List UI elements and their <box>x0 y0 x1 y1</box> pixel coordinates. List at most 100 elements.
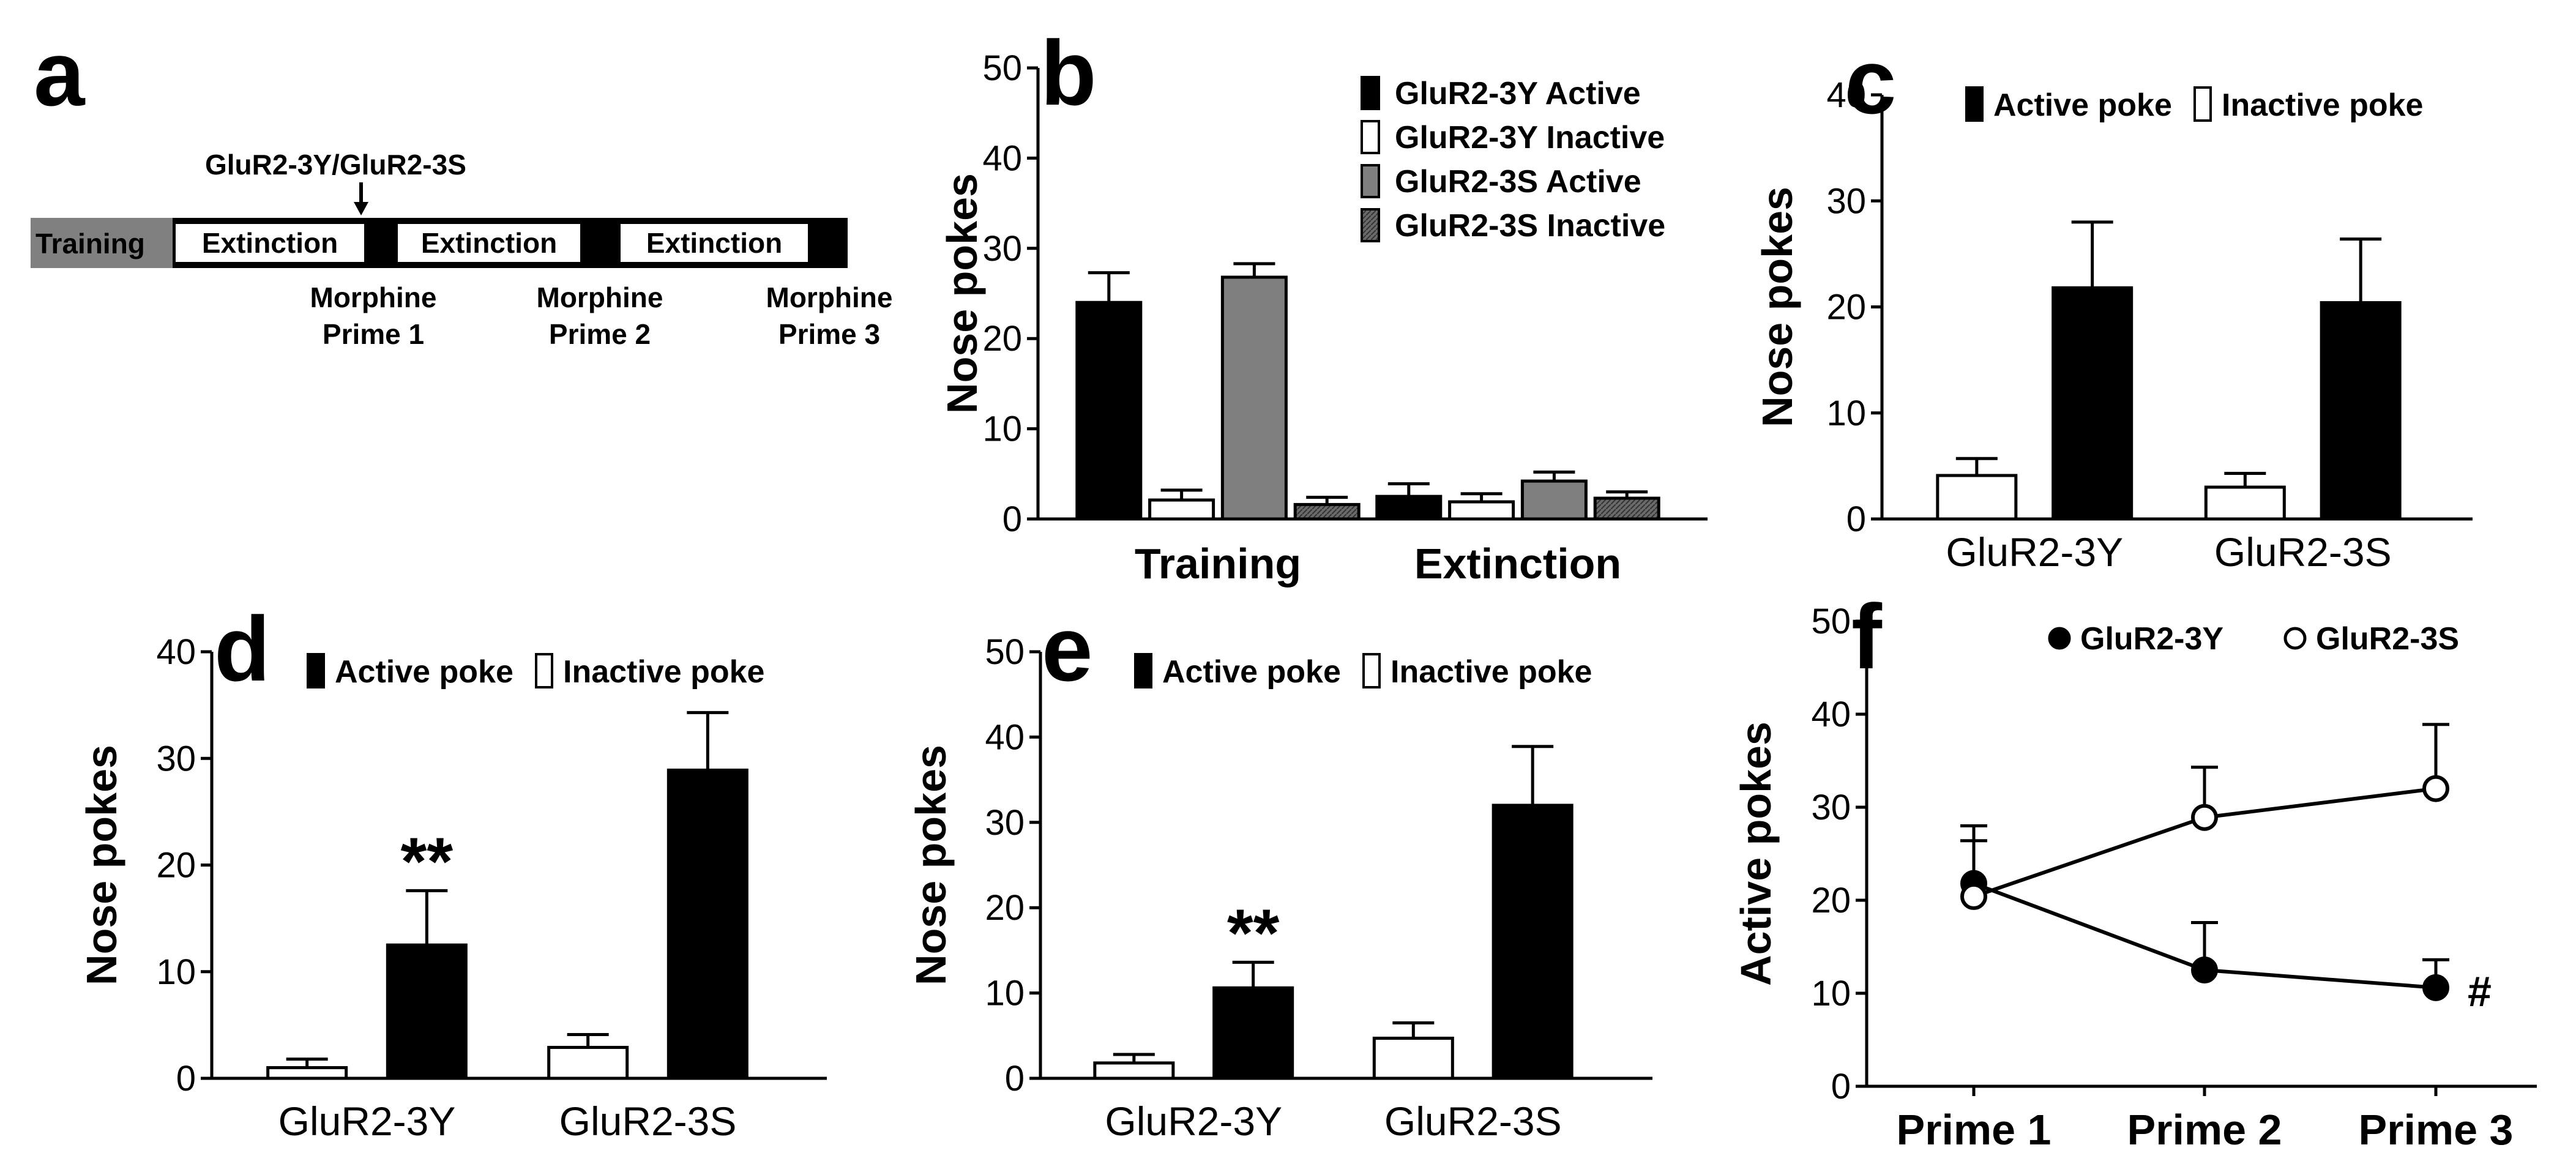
panel-letter-a: a <box>34 22 86 125</box>
y-tick-label: 20 <box>1826 288 1866 327</box>
category-label: Prime 1 <box>1897 1106 2051 1154</box>
point-glur2-3y-prime-2 <box>2191 957 2218 983</box>
prime-3-line2: Prime 3 <box>778 318 880 350</box>
legend-swatch <box>307 653 325 688</box>
legend-label: GluR2-3Y Inactive <box>1395 120 1665 155</box>
bar-e-active-poke-glur2-3y <box>1212 986 1294 1080</box>
y-tick-label: 30 <box>156 739 196 778</box>
legend-swatch <box>1134 653 1152 688</box>
significance-stars: ** <box>1227 895 1280 971</box>
y-tick-label: 30 <box>1826 181 1866 221</box>
significance-stars: ** <box>401 824 454 899</box>
manipulation-label: GluR2-3Y/GluR2-3S <box>205 149 466 181</box>
y-axis-title: Nose pokes <box>1753 187 1801 427</box>
significance-hash: # <box>2468 968 2492 1015</box>
prime-2-line2: Prime 2 <box>549 318 651 350</box>
timeline-extinction-label-1: Extinction <box>202 227 338 259</box>
point-glur2-3s-prime-1 <box>1960 882 1987 910</box>
y-axis-title: Nose pokes <box>938 173 986 414</box>
y-tick-label: 10 <box>156 952 196 992</box>
y-tick-label: 10 <box>985 974 1025 1013</box>
point-glur2-3y-prime-3 <box>2422 974 2449 1001</box>
y-tick-label: 40 <box>985 717 1025 757</box>
y-axis-title: Nose pokes <box>907 745 955 985</box>
y-tick-label: 0 <box>1831 1067 1851 1106</box>
bar-b-glur2-3s-inactive-extinction <box>1593 496 1660 521</box>
legend-swatch <box>1362 653 1381 688</box>
prime-1-line2: Prime 1 <box>323 318 424 350</box>
timeline-training-block <box>31 218 173 268</box>
y-tick-label: 50 <box>985 632 1025 672</box>
legend-swatch <box>535 653 553 688</box>
bar-d-active-poke-glur2-3y <box>386 943 468 1080</box>
legend-label: GluR2-3S Inactive <box>1395 208 1665 244</box>
category-label: Training <box>1135 540 1301 588</box>
y-tick-label: 0 <box>1005 1059 1025 1099</box>
panel-letter-f: f <box>1851 585 1883 688</box>
legend-swatch <box>1361 164 1380 198</box>
panel-letter-e: e <box>1042 597 1092 700</box>
panel-c-chart: 0 10 20 30 40 Nose pokes c GluR2-3Y GluR2-3S Acti… <box>1753 30 2473 575</box>
category-label: Prime 3 <box>2359 1106 2514 1154</box>
y-tick-label: 10 <box>982 409 1022 449</box>
y-tick-label: 30 <box>985 803 1025 843</box>
y-tick-label: 20 <box>985 888 1025 928</box>
y-tick-label: 20 <box>1811 881 1851 920</box>
category-label: GluR2-3Y <box>278 1099 456 1144</box>
manipulation-arrow-head <box>354 202 368 215</box>
legend-swatch <box>1361 120 1380 154</box>
panel-b-chart: 0 10 20 30 40 50 Nose pokes b Training Extinction… <box>938 21 1708 588</box>
category-label: GluR2-3Y <box>1105 1099 1282 1144</box>
point-glur2-3s-prime-3 <box>2422 775 2449 802</box>
y-tick-label: 0 <box>1002 499 1022 539</box>
panel-letter-c: c <box>1845 30 1896 133</box>
bar-c-active-poke-glur2-3s <box>2320 301 2402 521</box>
bar-e-inactive-poke-glur2-3y <box>1093 1061 1175 1080</box>
legend-marker <box>2283 627 2307 650</box>
y-tick-label: 20 <box>982 319 1022 359</box>
panel-e-chart: 0 10 20 30 40 50 Nose pokes e ** GluR2-3Y GluR2-3S… <box>907 597 1652 1144</box>
bar-b-glur2-3y-inactive-training <box>1148 498 1215 521</box>
y-axis-title: Nose pokes <box>78 745 125 985</box>
legend-label: Inactive poke <box>563 654 764 690</box>
point-glur2-3s-prime-2 <box>2191 804 2218 831</box>
y-tick-label: 0 <box>176 1059 196 1099</box>
category-label: GluR2-3S <box>1384 1099 1562 1144</box>
bar-b-glur2-3y-active-training <box>1075 300 1143 521</box>
legend-label: GluR2-3Y Active <box>1395 76 1641 111</box>
y-tick-label: 30 <box>982 229 1022 269</box>
bar-b-glur2-3s-active-extinction <box>1520 479 1588 521</box>
bar-c-active-poke-glur2-3y <box>2051 286 2134 521</box>
legend-label: GluR2-3S Active <box>1395 164 1641 200</box>
legend-label: Inactive poke <box>1391 654 1592 690</box>
timeline-training-label: Training <box>35 228 145 259</box>
prime-3-line1: Morphine <box>766 282 893 313</box>
timeline-extinction-block-1 <box>173 222 367 264</box>
legend-label: GluR2-3S <box>2316 621 2459 657</box>
y-tick-label: 40 <box>982 138 1022 178</box>
legend-marker <box>2048 627 2071 650</box>
bar-d-inactive-poke-glur2-3y <box>266 1066 348 1080</box>
y-tick-label: 10 <box>1826 394 1866 433</box>
prime-2-line1: Morphine <box>537 282 663 313</box>
y-tick-label: 40 <box>1826 75 1866 115</box>
prime-1-line1: Morphine <box>310 282 437 313</box>
y-tick-label: 40 <box>156 632 196 672</box>
y-tick-label: 50 <box>1811 602 1851 641</box>
category-label: Extinction <box>1414 540 1621 588</box>
legend-label: Active poke <box>335 654 513 690</box>
y-tick-label: 20 <box>156 846 196 886</box>
y-tick-label: 0 <box>1846 499 1866 539</box>
legend-swatch <box>1965 86 1984 122</box>
bar-c-inactive-poke-glur2-3y <box>1936 474 2018 521</box>
panel-letter-d: d <box>214 597 271 700</box>
category-label: GluR2-3S <box>2214 529 2392 575</box>
y-tick-label: 50 <box>982 48 1022 88</box>
bar-b-glur2-3y-inactive-extinction <box>1448 500 1515 521</box>
category-label: GluR2-3Y <box>1946 529 2123 575</box>
category-label: Prime 2 <box>2127 1106 2282 1154</box>
legend-swatch <box>1361 76 1380 110</box>
legend-label: GluR2-3Y <box>2080 621 2223 657</box>
bar-c-inactive-poke-glur2-3s <box>2204 485 2286 521</box>
